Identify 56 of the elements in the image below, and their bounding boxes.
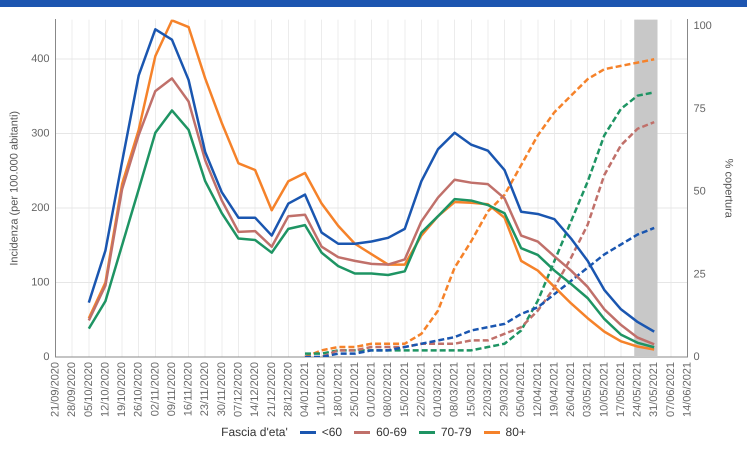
legend-label: <60 [320,425,342,439]
x-tick-label: 19/10/2020 [116,362,128,418]
x-tick-label: 19/04/2021 [548,362,560,418]
x-tick-label: 17/05/2021 [614,362,627,418]
x-tick-label: 24/05/2021 [632,362,644,418]
x-tick-label: 04/01/2021 [299,362,312,418]
x-tick-label: 16/11/2020 [182,362,195,416]
x-tick-label: 05/10/2020 [82,362,95,418]
legend-label: 60-69 [375,425,407,439]
x-tick-label: 18/01/2021 [332,362,344,418]
x-tick-label: 14/12/2020 [249,362,262,418]
legend-label: 80+ [504,425,526,439]
x-tick-label: 28/12/2020 [282,362,294,418]
y-axis-title: Incidenza (per 100.000 abitanti) [8,110,21,266]
x-tick-label: 02/11/2020 [149,362,162,416]
legend-label: 70-79 [440,425,472,439]
y2-axis-title: % copertura [722,158,734,219]
x-tick-label: 12/10/2020 [99,362,112,418]
x-tick-label: 15/02/2021 [398,362,411,418]
x-tick-label: 03/05/2021 [582,362,594,418]
x-tick-label: 28/09/2020 [66,362,78,418]
x-tick-label: 11/01/2021 [316,362,328,416]
x-tick-label: 25/01/2021 [348,362,361,418]
y-tick-label: 0 [43,350,50,363]
x-tick-label: 22/02/2021 [415,362,428,418]
y-tick-label: 200 [31,202,50,214]
x-tick-label: 14/06/2021 [681,362,694,418]
x-tick-label: 30/11/2020 [216,362,228,416]
x-tick-label: 15/03/2021 [465,362,478,418]
y2-tick-label: 0 [693,350,700,363]
x-tick-label: 26/10/2020 [132,362,145,418]
x-tick-label: 12/04/2021 [532,362,544,418]
x-tick-label: 23/11/2020 [199,362,212,416]
x-tick-label: 09/11/2020 [166,362,178,416]
y-tick-label: 100 [31,276,50,289]
x-tick-label: 21/12/2020 [266,362,278,418]
y2-tick-label: 25 [693,268,706,280]
x-tick-label: 07/12/2020 [232,362,244,418]
legend-title: Fascia d'eta' [221,425,288,439]
x-tick-label: 01/03/2021 [432,362,444,418]
x-tick-label: 21/09/2020 [50,362,62,418]
x-tick-label: 07/06/2021 [664,362,677,418]
x-tick-label: 31/05/2021 [648,362,660,418]
x-tick-label: 08/02/2021 [382,362,394,418]
y2-tick-label: 75 [693,102,706,115]
x-tick-label: 05/04/2021 [515,362,528,418]
y-tick-label: 300 [31,128,50,140]
y-tick-label: 400 [31,53,50,66]
x-tick-label: 22/03/2021 [482,362,494,418]
x-tick-label: 29/03/2021 [498,362,511,418]
x-tick-label: 01/02/2021 [366,362,378,418]
y2-tick-label: 50 [693,186,706,198]
y2-tick-label: 100 [693,20,712,32]
x-tick-label: 26/04/2021 [565,362,578,418]
x-tick-label: 08/03/2021 [448,362,461,418]
x-tick-label: 10/05/2021 [598,362,610,418]
